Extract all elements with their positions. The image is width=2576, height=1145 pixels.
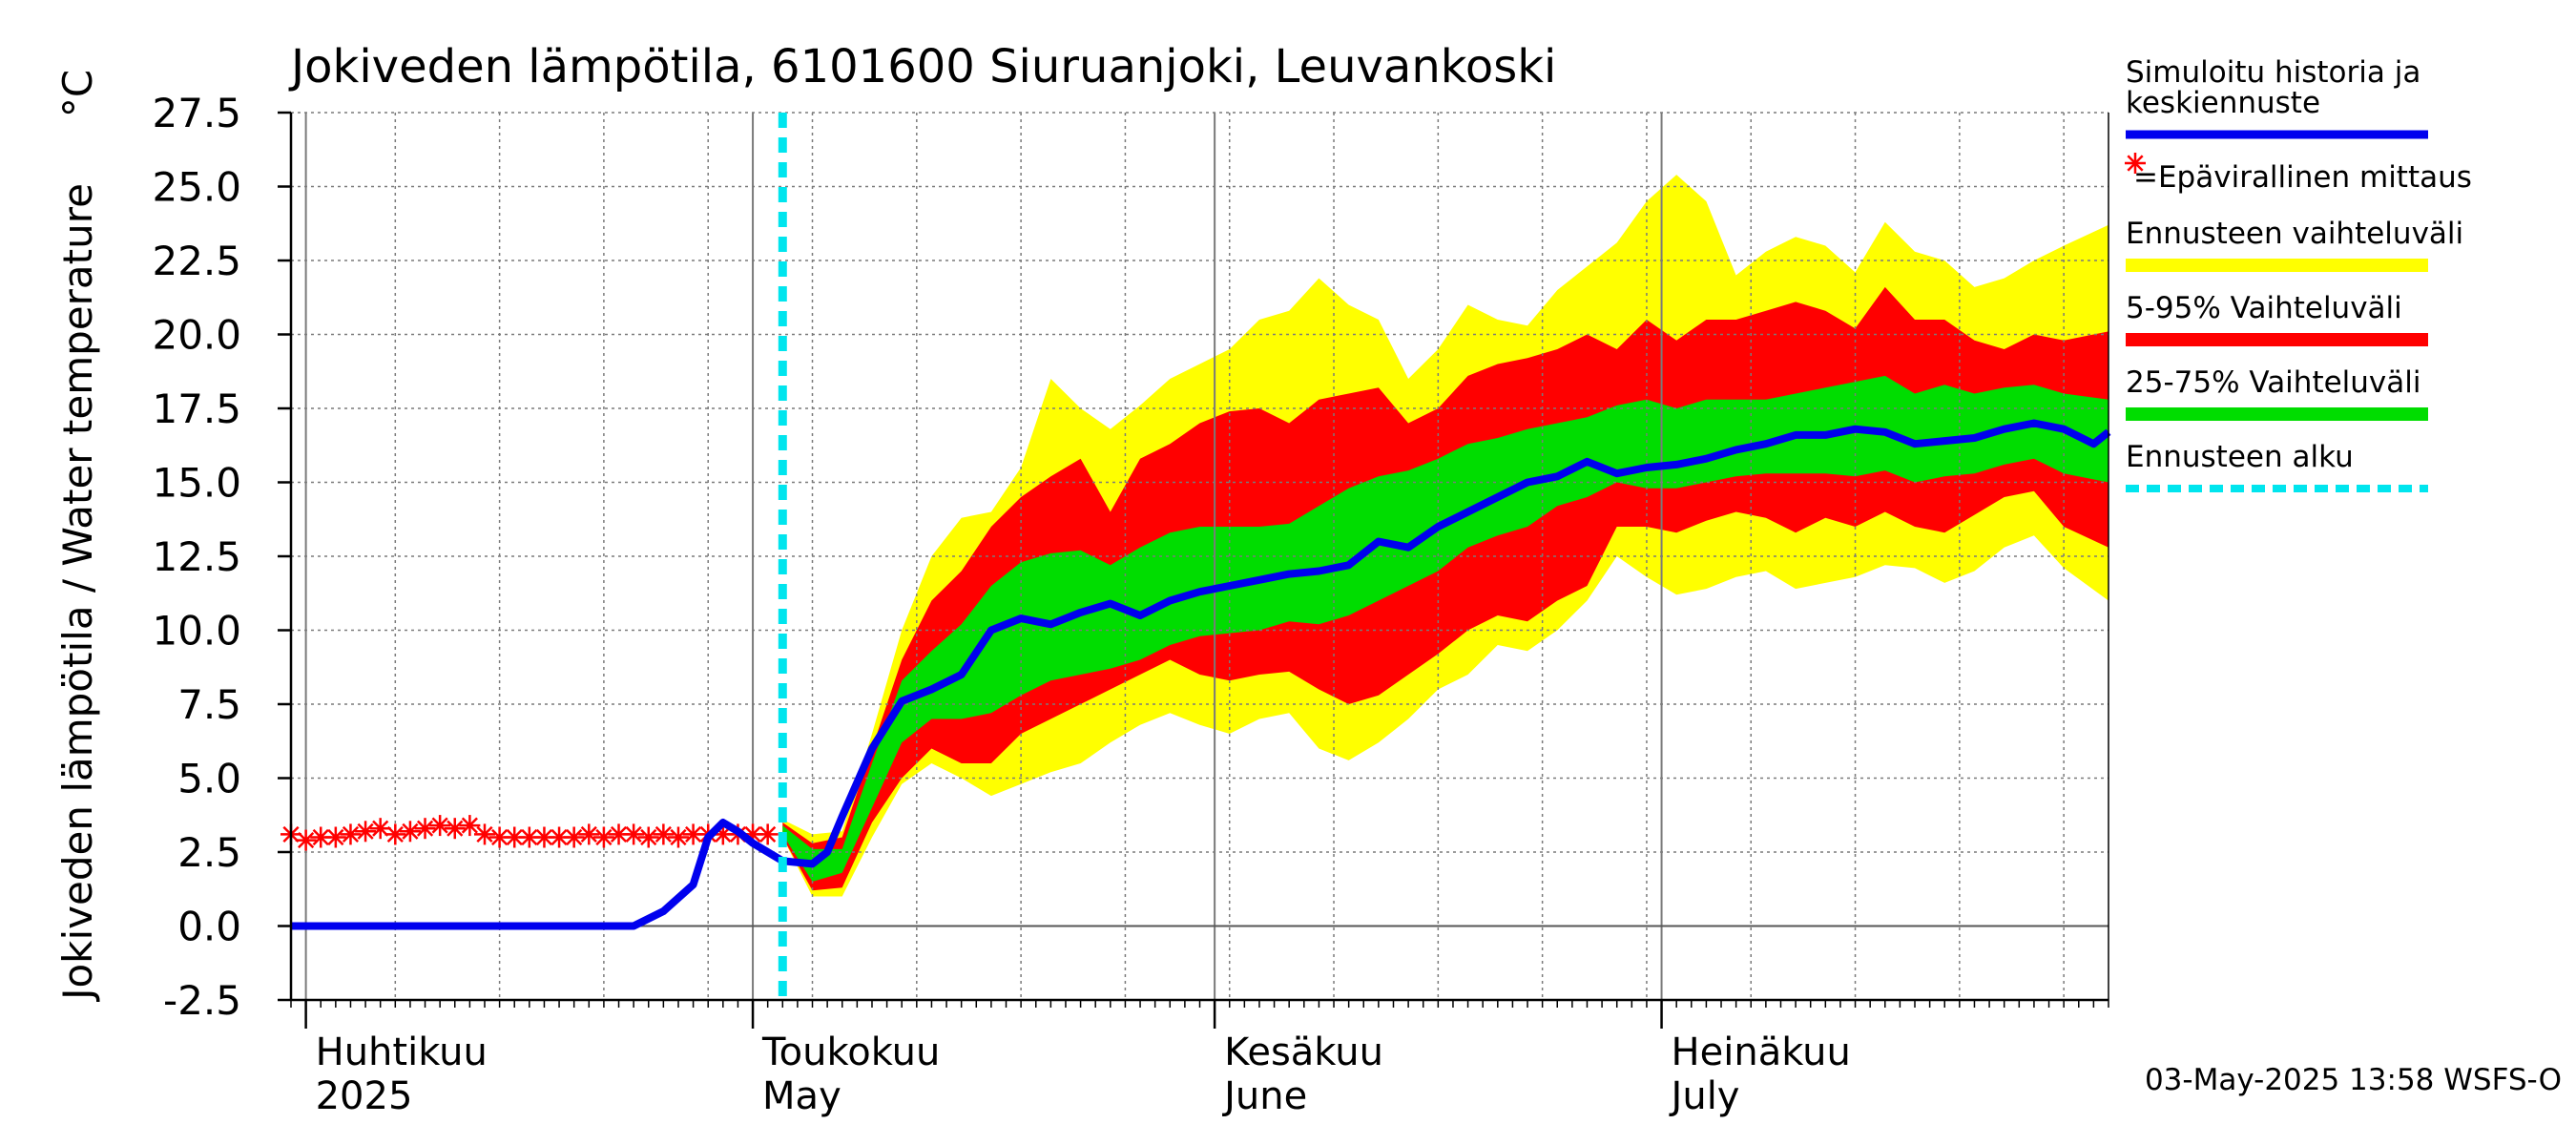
measurement-marker <box>384 823 406 845</box>
legend-swatch-band <box>2126 407 2428 421</box>
measurement-marker <box>592 826 614 848</box>
legend-swatch-marker <box>2125 153 2146 174</box>
measurement-marker <box>637 826 659 848</box>
series-line-mean <box>291 419 2111 930</box>
legend-label: Ennusteen vaihteluväli <box>2126 217 2463 251</box>
legend-swatch-band <box>2126 259 2428 272</box>
band-3 <box>782 375 2109 882</box>
y-tick-label: 22.5 <box>152 238 241 284</box>
legend-label: =Epävirallinen mittaus <box>2133 160 2472 195</box>
measurement-marker <box>578 823 600 845</box>
chart-title: Jokiveden lämpötila, 6101600 Siuruanjoki… <box>288 40 1556 94</box>
y-tick-label: 12.5 <box>152 533 241 580</box>
y-axis-label: Jokiveden lämpötila / Water temperature <box>54 183 101 1003</box>
y-tick-label: 25.0 <box>152 164 241 211</box>
measurement-marker <box>324 826 346 848</box>
month-label: Huhtikuu <box>316 1030 488 1074</box>
timestamp: 03-May-2025 13:58 WSFS-O <box>2145 1063 2562 1097</box>
y-tick-label: 0.0 <box>177 904 241 950</box>
measurement-marker <box>414 818 436 840</box>
month-sublabel: July <box>1669 1074 1740 1118</box>
y-tick-label: 7.5 <box>177 681 241 728</box>
y-tick-label: 5.0 <box>177 756 241 802</box>
y-tick-label: 10.0 <box>152 608 241 655</box>
measurement-marker <box>295 829 317 851</box>
legend-label: 5-95% Vaihteluväli <box>2126 291 2402 325</box>
measurement-marker <box>653 823 675 845</box>
measurement-marker <box>399 821 421 843</box>
y-tick-label: 15.0 <box>152 460 241 507</box>
measurement-marker <box>757 823 779 845</box>
legend-label: Ennusteen alku <box>2126 440 2354 474</box>
month-sublabel: May <box>762 1074 841 1118</box>
y-tick-label: 17.5 <box>152 385 241 432</box>
y-tick-label: -2.5 <box>163 977 241 1024</box>
y-axis-unit: °C <box>54 70 101 117</box>
month-label: Heinäkuu <box>1672 1030 1851 1074</box>
legend-swatch-band <box>2126 333 2428 346</box>
month-label: Toukokuu <box>761 1030 940 1074</box>
month-label: Kesäkuu <box>1224 1030 1383 1074</box>
measurement-marker <box>444 818 466 840</box>
y-tick-label: 20.0 <box>152 312 241 359</box>
measurement-marker <box>473 823 495 845</box>
legend-label: 25-75% Vaihteluväli <box>2126 365 2421 400</box>
month-sublabel: 2025 <box>316 1074 413 1118</box>
measurement-marker <box>623 823 645 845</box>
legend-label: Simuloitu historia ja <box>2126 55 2420 90</box>
measurement-marker <box>563 826 585 848</box>
measurement-marker <box>459 815 481 837</box>
measurement-marker <box>340 823 362 845</box>
y-tick-label: 2.5 <box>177 829 241 876</box>
y-tick-label: 27.5 <box>152 90 241 136</box>
month-sublabel: June <box>1221 1074 1307 1118</box>
axes-layer: 27.5 25.0 22.5 20.0 17.5 15.0 12.5 10.0 7.5 5.0 2.… <box>152 90 2109 1118</box>
measurement-marker <box>429 815 451 837</box>
legend-label: keskiennuste <box>2126 86 2320 120</box>
lines-layer <box>280 113 2111 1000</box>
measurement-marker <box>355 821 377 843</box>
measurement-marker <box>667 826 689 848</box>
